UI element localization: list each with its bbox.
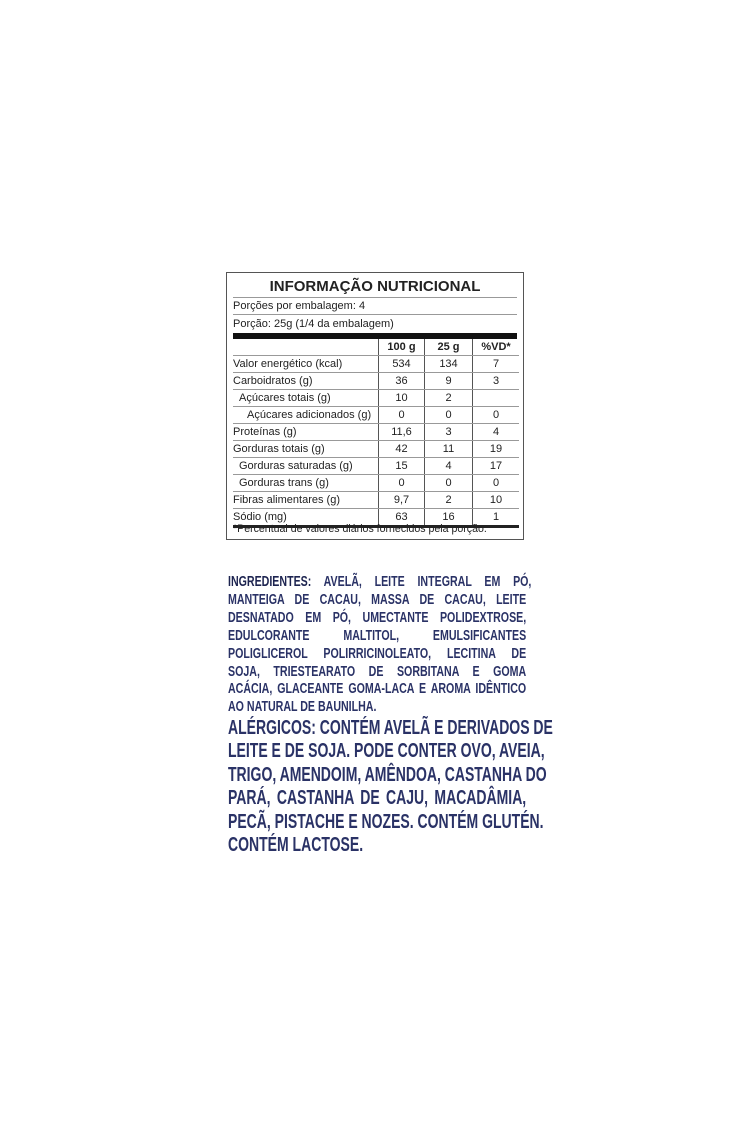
nutrient-name: Gorduras trans (g) [233,474,379,492]
ingredients-text: INGREDIENTES: AVELÃ, LEITE INTEGRAL EM P… [228,573,531,716]
table-row: Sódio (mg) 63 16 1 [233,508,519,528]
daily-value: 17 [472,457,519,475]
value-100g: 534 [378,355,425,373]
allergens-line: CONTÉM LACTOSE. [228,834,364,857]
allergens-line: ALÉRGICOS: CONTÉM AVELÃ E DERIVADOS DE [228,717,553,739]
value-25g: 9 [424,372,473,390]
table-row: Valor energético (kcal) 534 134 7 [233,355,519,373]
header-row: 100 g 25 g %VD* [233,339,519,356]
allergens-line: PARÁ, CASTANHA DE CAJU, MACADÂMIA, [228,787,527,810]
nutrient-name: Açúcares adicionados (g) [233,406,379,424]
value-25g: 0 [424,406,473,424]
value-25g: 11 [424,440,473,458]
value-100g: 15 [378,457,425,475]
table-row: Proteínas (g) 11,6 3 4 [233,423,519,441]
daily-value: 0 [472,406,519,424]
header-cell [233,339,379,356]
table-row: Açúcares adicionados (g) 0 0 0 [233,406,519,424]
nutrient-name: Carboidratos (g) [233,372,379,390]
nutrient-name: Valor energético (kcal) [233,355,379,373]
table-row: Gorduras saturadas (g) 15 4 17 [233,457,519,475]
serving-size: Porção: 25g (1/4 da embalagem) [233,318,394,330]
daily-value: 1 [472,508,519,528]
nutrition-facts-table: INFORMAÇÃO NUTRICIONAL Porções por embal… [226,272,524,540]
ingredients-line: MANTEIGA DE CACAU, MASSA DE CACAU, LEITE [228,590,527,608]
daily-value [472,389,519,407]
value-100g: 0 [378,406,425,424]
value-25g: 4 [424,457,473,475]
value-100g: 0 [378,474,425,492]
header-cell: 25 g [424,339,473,356]
table-row: Carboidratos (g) 36 9 3 [233,372,519,390]
table-row: Gorduras totais (g) 42 11 19 [233,440,519,458]
daily-value: 19 [472,440,519,458]
value-25g: 0 [424,474,473,492]
table-row: Açúcares totais (g) 10 2 [233,389,519,407]
ingredients-line-text: AVELÃ, LEITE INTEGRAL EM PÓ, [311,573,532,590]
nutrient-name: Fibras alimentares (g) [233,491,379,509]
value-100g: 9,7 [378,491,425,509]
nutrition-title: INFORMAÇÃO NUTRICIONAL [233,278,517,298]
daily-value: 7 [472,355,519,373]
nutrient-name: Açúcares totais (g) [233,389,379,407]
ingredients-line: INGREDIENTES: AVELÃ, LEITE INTEGRAL EM P… [228,573,531,591]
header-cell: %VD* [472,339,519,356]
ingredients-line: DESNATADO EM PÓ, UMECTANTE POLIDEXTROSE, [228,608,527,626]
value-25g: 134 [424,355,473,373]
ingredients-line: SOJA, TRIESTEARATO DE SORBITANA E GOMA [228,662,527,680]
divider-bar [233,333,517,339]
value-100g: 42 [378,440,425,458]
value-100g: 10 [378,389,425,407]
ingredients-line: ACÁCIA, GLACEANTE GOMA-LACA E AROMA IDÊN… [228,680,527,698]
daily-value: 10 [472,491,519,509]
nutrient-name: Sódio (mg) [233,508,379,528]
allergens-line: TRIGO, AMENDOIM, AMÊNDOA, CASTANHA DO [228,763,547,786]
nutrient-name: Gorduras totais (g) [233,440,379,458]
daily-value: 0 [472,474,519,492]
ingredients-line: EDULCORANTE MALTITOL, EMULSIFICANTES [228,626,527,644]
nutrient-name: Proteínas (g) [233,423,379,441]
ingredients-line: AO NATURAL DE BAUNILHA. [228,698,377,716]
value-100g: 36 [378,372,425,390]
daily-value: 3 [472,372,519,390]
value-25g: 2 [424,491,473,509]
allergens-line: LEITE E DE SOJA. PODE CONTER OVO, AVEIA, [228,740,545,763]
header-cell: 100 g [378,339,425,356]
ingredients-line: POLIGLICEROL POLIRRICINOLEATO, LECITINA … [228,644,527,662]
ingredients-label: INGREDIENTES: [228,573,312,590]
value-25g: 2 [424,389,473,407]
table-row: Gorduras trans (g) 0 0 0 [233,474,519,492]
value-25g: 3 [424,423,473,441]
nutrient-name: Gorduras saturadas (g) [233,457,379,475]
nutrition-grid: 100 g 25 g %VD* Valor energético (kcal) 534… [233,339,519,528]
allergens-line: PECÃ, PISTACHE E NOZES. CONTÉM GLUTÉN. [228,810,544,833]
table-row: Fibras alimentares (g) 9,7 2 10 [233,491,519,509]
footnote: *Percentual de valores diários fornecido… [233,523,487,535]
value-100g: 11,6 [378,423,425,441]
allergens-text: ALÉRGICOS: CONTÉM AVELÃ E DERIVADOS DE LE… [228,717,553,857]
daily-value: 4 [472,423,519,441]
value-100g: 63 [378,508,425,528]
value-25g: 16 [424,508,473,528]
servings-per-package: Porções por embalagem: 4 [233,298,517,315]
